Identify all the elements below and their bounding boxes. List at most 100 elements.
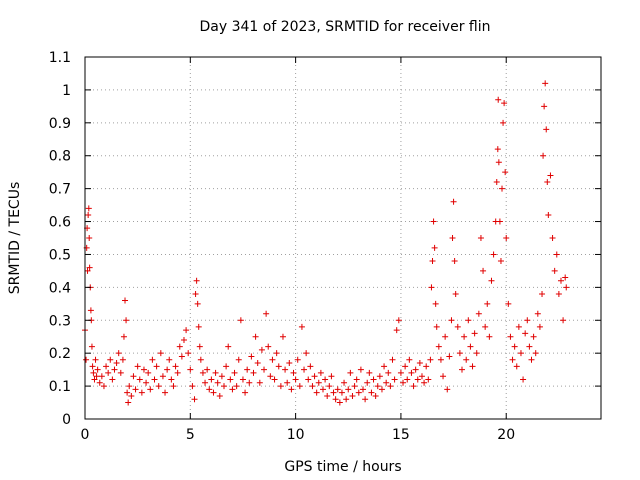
data-point-marker [397,369,404,376]
data-point-marker [178,353,185,360]
data-point-marker [132,386,139,393]
data-point-marker [406,356,413,363]
data-point-marker [149,356,156,363]
data-point-marker [216,392,223,399]
x-tick-label: 10 [287,427,305,443]
data-point-marker [301,366,308,373]
data-point-marker [221,383,228,390]
data-point-marker [400,379,407,386]
data-point-marker [250,369,257,376]
data-point-marker [432,300,439,307]
data-point-marker [341,379,348,386]
data-point-marker [136,376,143,383]
data-point-marker [402,363,409,370]
data-point-marker [242,389,249,396]
data-point-marker [328,373,335,380]
data-point-marker [126,383,133,390]
data-point-marker [307,363,314,370]
data-point-marker [368,389,375,396]
data-point-marker [155,383,162,390]
data-point-marker [277,383,284,390]
data-point-marker [88,343,95,350]
data-point-marker [496,218,503,225]
data-point-marker [499,185,506,192]
x-axis-ticks: 0 5 10 15 20 [81,57,515,443]
data-point-marker [162,389,169,396]
data-point-marker [187,366,194,373]
data-point-marker [553,251,560,258]
data-point-marker [505,300,512,307]
data-point-marker [117,369,124,376]
data-point-marker [128,392,135,399]
y-tick-label: 0 [62,412,71,428]
data-point-marker [98,373,105,380]
data-point-marker [532,350,539,357]
data-point-marker [279,333,286,340]
data-point-marker [229,386,236,393]
data-point-marker [423,363,430,370]
data-point-marker [84,267,91,274]
data-point-marker [360,386,367,393]
data-point-marker [261,366,268,373]
data-point-marker [562,274,569,281]
data-point-marker [239,376,246,383]
data-point-marker [428,284,435,291]
data-point-marker [336,399,343,406]
y-tick-label: 0.2 [49,346,71,362]
data-point-marker [140,366,147,373]
y-tick-label: 0.7 [49,182,71,198]
data-point-marker [206,386,213,393]
data-point-marker [540,152,547,159]
data-point-marker [440,373,447,380]
data-point-marker [412,366,419,373]
data-point-marker [330,389,337,396]
data-point-marker [244,366,251,373]
x-axis-label: GPS time / hours [284,459,401,475]
data-point-marker [370,376,377,383]
data-point-marker [437,356,444,363]
data-point-marker [143,379,150,386]
data-point-marker [410,383,417,390]
data-point-marker [355,389,362,396]
y-tick-label: 1 [62,83,71,99]
data-point-marker [452,290,459,297]
data-point-marker [477,235,484,241]
data-point-marker [366,369,373,376]
data-point-marker [530,333,537,340]
data-point-marker [430,218,437,225]
data-point-marker [560,317,567,324]
data-point-marker [138,389,145,396]
data-point-marker [480,267,487,274]
data-point-marker [497,258,504,265]
x-tick-label: 5 [186,427,195,443]
data-point-marker [124,389,131,396]
data-point-marker [225,343,232,350]
data-point-marker [513,363,520,370]
data-point-marker [362,396,369,403]
data-point-marker [202,379,209,386]
data-point-marker [305,376,312,383]
data-point-marker [199,369,206,376]
data-point-marker [469,363,476,370]
data-point-marker [539,290,546,297]
data-point-marker [100,383,107,390]
data-point-marker [183,327,190,334]
data-point-marker [542,80,549,87]
data-point-marker [528,356,535,363]
data-point-marker [543,126,550,133]
data-point-marker [467,343,474,350]
data-point-marker [164,366,171,373]
data-point-marker [311,373,318,380]
data-point-marker [501,100,508,107]
data-point-marker [507,333,514,340]
data-point-marker [520,376,527,383]
data-point-marker [547,172,554,179]
data-point-marker [334,386,341,393]
data-point-marker [484,300,491,307]
data-point-marker [119,356,126,363]
data-point-marker [176,343,183,350]
data-point-marker [450,198,457,205]
y-tick-label: 0.1 [49,379,71,395]
data-point-marker [273,350,280,357]
